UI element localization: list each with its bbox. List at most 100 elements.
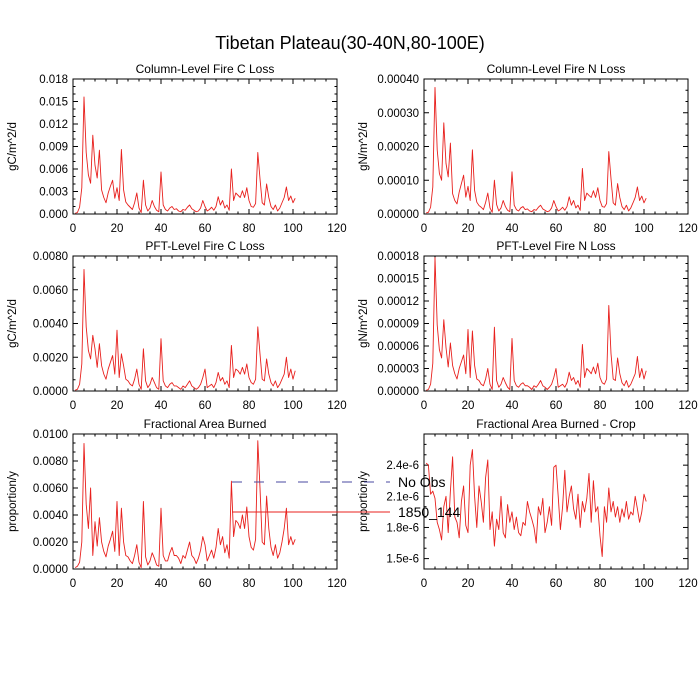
x-tick-label: 60 [550, 400, 563, 412]
x-tick-label: 120 [327, 578, 346, 590]
x-tick-label: 20 [462, 223, 475, 235]
chart-panel-1: Column-Level Fire C Loss 0 20 40 60 80 100 120 0… [7, 62, 347, 235]
y-tick-label: 0.000 [39, 209, 68, 221]
x-tick-label: 100 [634, 400, 653, 412]
series-line-1850-144 [426, 257, 647, 391]
y-axis-label: gN/m^2/d [358, 299, 370, 348]
x-tick-label: 0 [70, 400, 76, 412]
y-tick-label: 0.0000 [33, 564, 68, 576]
x-tick-label: 0 [70, 223, 76, 235]
panel-title: PFT-Level Fire N Loss [496, 239, 615, 253]
legend: No Obs 1850_144 [232, 474, 461, 520]
x-tick-label: 120 [678, 578, 697, 590]
plot-frame [72, 78, 338, 215]
y-tick-label: 0.0060 [33, 483, 68, 495]
plot-frame [72, 433, 338, 570]
x-tick-label: 100 [283, 578, 302, 590]
y-tick-label: 0.00000 [377, 386, 419, 398]
x-tick-label: 80 [243, 578, 256, 590]
x-tick-label: 0 [421, 223, 427, 235]
panel-title: Fractional Area Burned [144, 417, 267, 431]
x-tick-label: 120 [678, 400, 697, 412]
y-tick-label: 0.00009 [377, 319, 419, 331]
y-tick-label: 0.00006 [377, 341, 419, 353]
x-tick-label: 120 [327, 223, 346, 235]
y-tick-label: 0.00015 [377, 274, 419, 286]
chart-panel-5: Fractional Area Burned 0 20 40 60 80 100 120 0.0… [7, 417, 347, 590]
y-tick-label: 0.006 [39, 164, 68, 176]
chart-panel-6: Fractional Area Burned - Crop 0 20 40 60 80 10… [358, 417, 698, 590]
legend-label-1850-144: 1850_144 [398, 504, 461, 520]
chart-panels: Column-Level Fire C Loss 0 20 40 60 80 100 120 0… [7, 62, 698, 590]
x-tick-label: 0 [421, 400, 427, 412]
x-tick-label: 60 [550, 223, 563, 235]
series-line-1850-144 [74, 440, 296, 569]
y-tick-label: 0.009 [39, 142, 68, 154]
x-tick-label: 20 [111, 400, 124, 412]
x-tick-label: 20 [111, 578, 124, 590]
x-tick-label: 100 [634, 578, 653, 590]
y-tick-label: 0.012 [39, 119, 68, 131]
y-tick-label: 0.00010 [377, 175, 419, 187]
y-tick-label: 0.0080 [33, 251, 68, 263]
y-tick-label: 0.0060 [33, 285, 68, 297]
y-tick-label: 0.0020 [33, 537, 68, 549]
x-tick-label: 120 [678, 223, 697, 235]
x-tick-label: 80 [243, 223, 256, 235]
y-tick-label: 0.00003 [377, 364, 419, 376]
y-tick-label: 0.0040 [33, 319, 68, 331]
x-tick-label: 80 [594, 400, 607, 412]
panel-title: Fractional Area Burned - Crop [476, 417, 636, 431]
x-tick-label: 0 [70, 578, 76, 590]
y-tick-label: 2.4e-6 [386, 460, 419, 472]
x-tick-label: 40 [155, 400, 168, 412]
panel-title: Column-Level Fire N Loss [487, 62, 626, 76]
y-tick-label: 0.00020 [377, 142, 419, 154]
chart-panel-4: PFT-Level Fire N Loss 0 20 40 60 80 100 120 0.00… [358, 239, 698, 412]
series-line-1850-144 [426, 86, 647, 214]
y-tick-label: 0.0040 [33, 510, 68, 522]
series-line-1850-144 [425, 449, 647, 557]
y-tick-label: 1.5e-6 [386, 554, 419, 566]
y-axis-label: proportion/y [7, 471, 19, 532]
legend-label-no-obs: No Obs [398, 474, 445, 490]
x-tick-label: 80 [594, 578, 607, 590]
y-axis-label: proportion/y [358, 471, 370, 532]
panel-title: Column-Level Fire C Loss [136, 62, 275, 76]
chart-panel-3: PFT-Level Fire C Loss 0 20 40 60 80 100 120 0.00… [7, 239, 347, 412]
y-tick-label: 0.00030 [377, 108, 419, 120]
x-tick-label: 100 [283, 223, 302, 235]
x-tick-label: 40 [155, 223, 168, 235]
x-tick-label: 20 [462, 400, 475, 412]
y-tick-label: 0.00012 [377, 296, 419, 308]
x-tick-label: 60 [199, 578, 212, 590]
y-tick-label: 0.0020 [33, 352, 68, 364]
y-tick-label: 0.015 [39, 97, 68, 109]
x-tick-label: 40 [155, 578, 168, 590]
series-line-1850-144 [75, 269, 296, 391]
y-tick-label: 0.0100 [33, 429, 68, 441]
y-tick-label: 0.00040 [377, 74, 419, 86]
x-tick-label: 40 [506, 578, 519, 590]
x-tick-label: 40 [506, 223, 519, 235]
plot-frame [423, 78, 689, 215]
x-tick-label: 40 [506, 400, 519, 412]
y-tick-label: 0.0000 [33, 386, 68, 398]
panel-title: PFT-Level Fire C Loss [145, 239, 264, 253]
chart-panel-2: Column-Level Fire N Loss 0 20 40 60 80 100 120 0… [358, 62, 698, 235]
series-line-1850-144 [75, 96, 296, 214]
y-axis-label: gC/m^2/d [7, 299, 19, 348]
x-tick-label: 0 [421, 578, 427, 590]
plot-frame [423, 433, 689, 570]
y-tick-label: 1.8e-6 [386, 522, 419, 534]
x-tick-label: 80 [594, 223, 607, 235]
x-tick-label: 20 [111, 223, 124, 235]
figure-title: Tibetan Plateau(30-40N,80-100E) [215, 33, 485, 53]
y-tick-label: 0.00018 [377, 251, 419, 263]
y-axis-label: gC/m^2/d [7, 122, 19, 171]
x-tick-label: 60 [550, 578, 563, 590]
y-tick-label: 0.018 [39, 74, 68, 86]
y-tick-label: 0.00000 [377, 209, 419, 221]
y-tick-label: 0.0080 [33, 456, 68, 468]
